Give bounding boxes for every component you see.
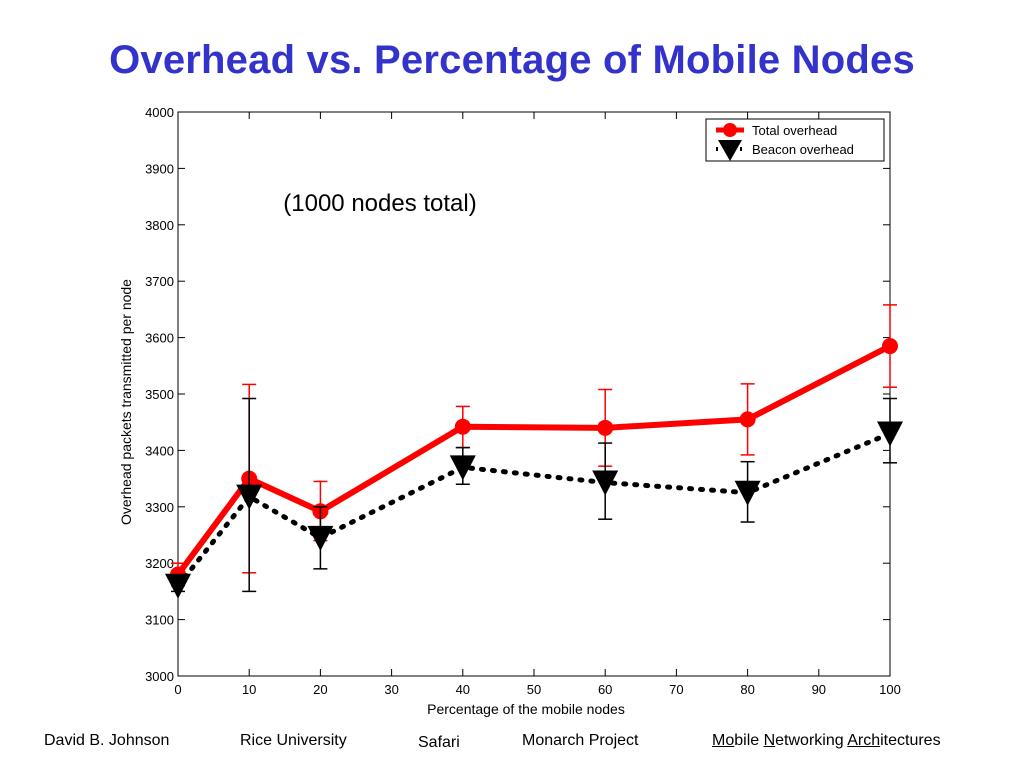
data-point-beacon-overhead — [449, 455, 476, 481]
legend-label: Total overhead — [752, 123, 837, 138]
chart-series — [165, 304, 903, 599]
y-tick-label: 3200 — [145, 556, 174, 571]
y-tick-label: 3800 — [145, 218, 174, 233]
footer-safari: Safari — [418, 734, 460, 751]
footer-tagline: Mobile Networking Architectures — [712, 732, 941, 750]
chart-axes: 0 10 20 30 40 50 60 70 80 90 100 3000 3100 3200 3300 34… — [118, 105, 901, 717]
slide-title: Overhead vs. Percentage of Mobile Nodes — [109, 38, 915, 82]
data-point-beacon-overhead — [236, 484, 263, 510]
footer-tagline-part: N — [763, 732, 776, 749]
footer-tagline-part: Mo — [712, 732, 735, 749]
footer-institution: Rice University — [240, 732, 347, 749]
y-tick-label: 3000 — [145, 669, 174, 684]
footer-tagline-part: Arch — [847, 732, 881, 749]
data-point-beacon-overhead — [877, 421, 903, 447]
x-tick-label: 10 — [242, 682, 256, 697]
data-point-beacon-overhead — [307, 525, 334, 551]
data-point-beacon-overhead — [734, 480, 761, 506]
footer-tagline-part: itectures — [880, 732, 941, 749]
chart-annotation: (1000 nodes total) — [283, 190, 476, 217]
y-tick-label: 3300 — [145, 500, 174, 515]
y-tick-label: 3500 — [145, 387, 174, 402]
x-tick-label: 100 — [879, 682, 901, 697]
y-tick-label: 3400 — [145, 443, 174, 458]
data-point-total-overhead — [739, 411, 756, 428]
x-tick-label: 60 — [598, 682, 612, 697]
x-tick-label: 40 — [456, 682, 470, 697]
x-tick-label: 0 — [174, 682, 181, 697]
y-tick-label: 3900 — [145, 161, 174, 176]
series-line-beacon-overhead — [175, 430, 893, 589]
x-tick-label: 80 — [740, 682, 754, 697]
legend-marker-total-overhead — [723, 123, 737, 137]
y-axis-label: Overhead packets transmitted per node — [118, 279, 134, 525]
legend-label: Beacon overhead — [752, 142, 854, 157]
x-tick-label: 90 — [812, 682, 826, 697]
chart-legend: Total overhead Beacon overhead — [705, 118, 885, 162]
legend-marker-beacon-overhead — [718, 140, 742, 161]
data-point-beacon-overhead — [165, 573, 191, 599]
y-tick-label: 3100 — [145, 613, 174, 628]
footer-author: David B. Johnson — [44, 732, 170, 749]
series-line-total-overhead — [175, 343, 893, 578]
x-tick-label: 30 — [384, 682, 398, 697]
y-tick-label: 3700 — [145, 274, 174, 289]
data-point-total-overhead — [882, 338, 898, 355]
data-point-beacon-overhead — [592, 470, 619, 496]
x-tick-label: 70 — [669, 682, 683, 697]
data-point-total-overhead — [454, 418, 471, 435]
x-axis-label: Percentage of the mobile nodes — [427, 701, 625, 717]
y-tick-label: 4000 — [145, 105, 174, 120]
y-tick-label: 3600 — [145, 331, 174, 346]
x-tick-label: 20 — [313, 682, 327, 697]
footer-project: Monarch Project — [522, 732, 639, 749]
footer-tagline-part: bile — [734, 732, 764, 749]
x-tick-label: 50 — [527, 682, 541, 697]
footer-tagline-part: etworking — [775, 732, 848, 749]
data-point-total-overhead — [597, 419, 614, 436]
